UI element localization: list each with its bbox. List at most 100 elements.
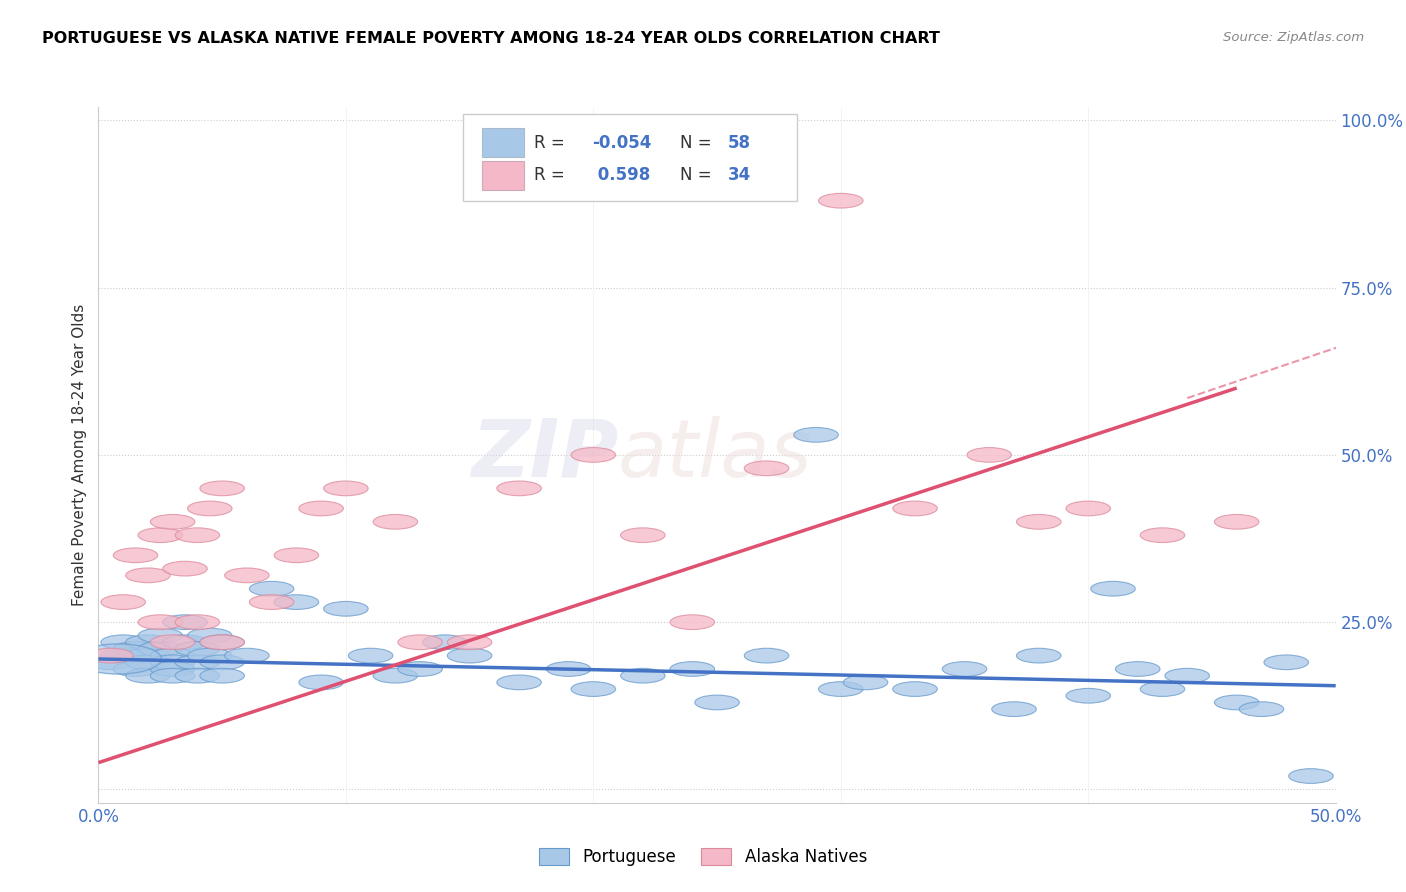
Ellipse shape (138, 628, 183, 643)
Ellipse shape (125, 568, 170, 582)
Ellipse shape (942, 662, 987, 676)
FancyBboxPatch shape (482, 161, 524, 190)
Ellipse shape (620, 528, 665, 542)
Ellipse shape (447, 635, 492, 649)
Legend: Portuguese, Alaska Natives: Portuguese, Alaska Natives (531, 840, 875, 875)
Ellipse shape (187, 648, 232, 663)
Ellipse shape (75, 644, 162, 674)
Text: PORTUGUESE VS ALASKA NATIVE FEMALE POVERTY AMONG 18-24 YEAR OLDS CORRELATION CHA: PORTUGUESE VS ALASKA NATIVE FEMALE POVER… (42, 31, 941, 46)
Ellipse shape (398, 662, 443, 676)
Ellipse shape (163, 561, 207, 576)
Ellipse shape (1264, 655, 1309, 670)
Ellipse shape (671, 615, 714, 630)
Ellipse shape (150, 515, 195, 529)
Ellipse shape (225, 648, 269, 663)
Ellipse shape (818, 194, 863, 208)
Ellipse shape (1017, 648, 1062, 663)
Ellipse shape (373, 668, 418, 683)
Ellipse shape (200, 655, 245, 670)
Text: atlas: atlas (619, 416, 813, 494)
Ellipse shape (571, 681, 616, 697)
Ellipse shape (187, 628, 232, 643)
Ellipse shape (1239, 702, 1284, 716)
Ellipse shape (125, 635, 170, 649)
Ellipse shape (138, 528, 183, 542)
Ellipse shape (150, 648, 195, 663)
Ellipse shape (423, 635, 467, 649)
Ellipse shape (114, 641, 157, 657)
Ellipse shape (150, 635, 195, 649)
Ellipse shape (373, 515, 418, 529)
Text: 0.598: 0.598 (592, 166, 651, 185)
Text: Source: ZipAtlas.com: Source: ZipAtlas.com (1223, 31, 1364, 45)
Ellipse shape (114, 662, 157, 676)
Ellipse shape (150, 655, 195, 670)
Ellipse shape (349, 648, 392, 663)
Text: R =: R = (534, 134, 569, 152)
Ellipse shape (101, 648, 145, 663)
Ellipse shape (744, 648, 789, 663)
Ellipse shape (893, 681, 938, 697)
Ellipse shape (547, 662, 591, 676)
Text: N =: N = (681, 166, 717, 185)
Ellipse shape (274, 595, 319, 609)
Ellipse shape (125, 655, 170, 670)
Ellipse shape (323, 601, 368, 616)
Ellipse shape (187, 501, 232, 516)
Ellipse shape (176, 655, 219, 670)
Ellipse shape (1140, 528, 1185, 542)
Ellipse shape (274, 548, 319, 563)
Ellipse shape (125, 648, 170, 663)
Ellipse shape (176, 668, 219, 683)
FancyBboxPatch shape (482, 128, 524, 157)
Ellipse shape (163, 615, 207, 630)
Ellipse shape (299, 675, 343, 690)
Ellipse shape (89, 655, 134, 670)
Text: 58: 58 (728, 134, 751, 152)
Ellipse shape (176, 641, 219, 657)
Ellipse shape (89, 648, 134, 663)
Ellipse shape (1017, 515, 1062, 529)
Ellipse shape (1215, 515, 1258, 529)
Ellipse shape (496, 675, 541, 690)
Ellipse shape (125, 668, 170, 683)
Ellipse shape (991, 702, 1036, 716)
Ellipse shape (818, 681, 863, 697)
Ellipse shape (744, 461, 789, 475)
Text: 34: 34 (728, 166, 751, 185)
Ellipse shape (249, 595, 294, 609)
Ellipse shape (1289, 769, 1333, 783)
Ellipse shape (138, 641, 183, 657)
Ellipse shape (138, 615, 183, 630)
Ellipse shape (200, 635, 245, 649)
Ellipse shape (1091, 582, 1135, 596)
Y-axis label: Female Poverty Among 18-24 Year Olds: Female Poverty Among 18-24 Year Olds (72, 304, 87, 606)
Ellipse shape (671, 662, 714, 676)
Ellipse shape (101, 595, 145, 609)
Ellipse shape (1215, 695, 1258, 710)
Ellipse shape (150, 662, 195, 676)
Ellipse shape (1140, 681, 1185, 697)
Ellipse shape (967, 448, 1011, 462)
Ellipse shape (299, 501, 343, 516)
Text: -0.054: -0.054 (592, 134, 651, 152)
Ellipse shape (1166, 668, 1209, 683)
Ellipse shape (1066, 501, 1111, 516)
Ellipse shape (176, 615, 219, 630)
Text: R =: R = (534, 166, 569, 185)
Ellipse shape (1066, 689, 1111, 703)
Ellipse shape (200, 668, 245, 683)
Ellipse shape (893, 501, 938, 516)
Ellipse shape (101, 635, 145, 649)
Ellipse shape (496, 481, 541, 496)
Ellipse shape (163, 635, 207, 649)
Text: N =: N = (681, 134, 717, 152)
Ellipse shape (695, 695, 740, 710)
Ellipse shape (1115, 662, 1160, 676)
Ellipse shape (620, 668, 665, 683)
FancyBboxPatch shape (464, 114, 797, 201)
Text: ZIP: ZIP (471, 416, 619, 494)
Ellipse shape (323, 481, 368, 496)
Ellipse shape (398, 635, 443, 649)
Ellipse shape (150, 668, 195, 683)
